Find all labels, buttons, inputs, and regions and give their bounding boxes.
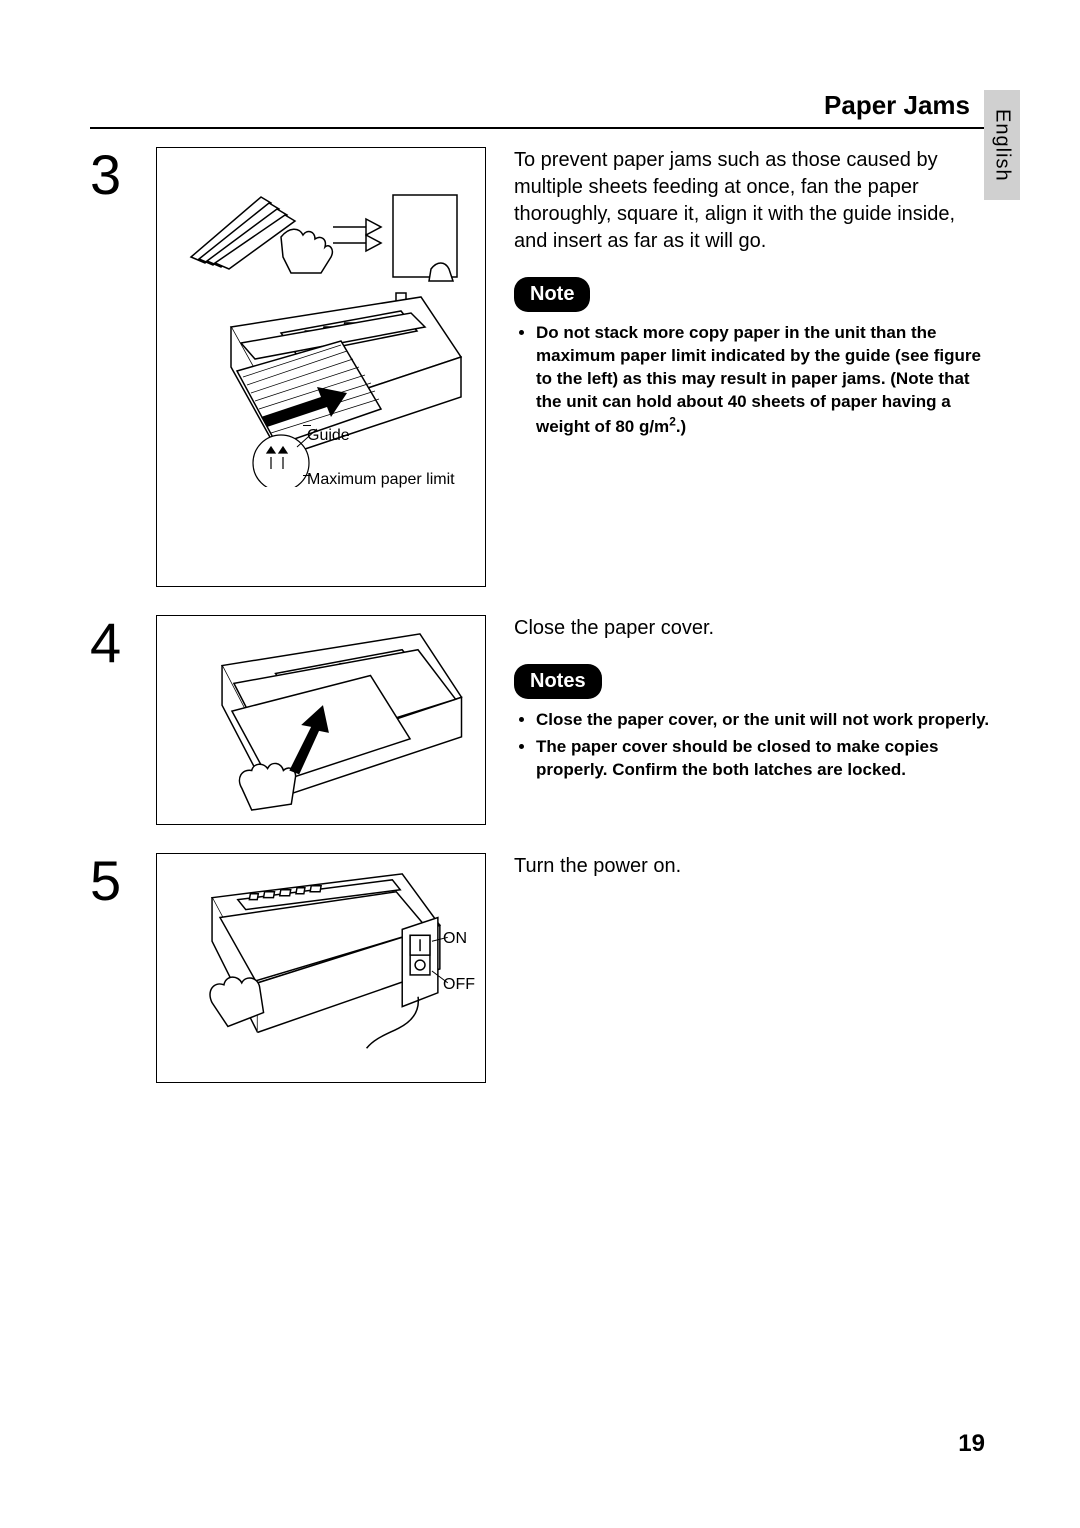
page-title: Paper Jams bbox=[90, 90, 970, 121]
step-number: 4 bbox=[90, 615, 146, 671]
note-pill: Note bbox=[514, 277, 590, 312]
step-3-notes: Do not stack more copy paper in the unit… bbox=[514, 322, 990, 439]
guide-label: Guide bbox=[307, 427, 350, 445]
note-item: Close the paper cover, or the unit will … bbox=[536, 709, 990, 732]
step-number: 3 bbox=[90, 147, 146, 203]
language-tab: English bbox=[984, 90, 1020, 200]
step-4: 4 bbox=[90, 615, 990, 825]
max-paper-limit-label: Maximum paper limit bbox=[307, 471, 455, 489]
page-number: 19 bbox=[958, 1430, 985, 1458]
step-3-figure: Guide Maximum paper limit bbox=[156, 147, 486, 587]
insert-paper-illustration bbox=[171, 287, 471, 487]
step-3-text: To prevent paper jams such as those caus… bbox=[514, 147, 990, 255]
language-tab-label: English bbox=[991, 109, 1014, 182]
step-4-body: Close the paper cover. Notes Close the p… bbox=[514, 615, 990, 786]
step-4-figure bbox=[156, 615, 486, 825]
step-3: 3 bbox=[90, 147, 990, 587]
step-4-notes: Close the paper cover, or the unit will … bbox=[514, 709, 990, 782]
step-5-figure: ON OFF bbox=[156, 853, 486, 1083]
step-3-body: To prevent paper jams such as those caus… bbox=[514, 147, 990, 443]
manual-page: English Paper Jams 3 bbox=[0, 0, 1080, 1528]
power-on-illustration bbox=[171, 864, 471, 1072]
step-5-text: Turn the power on. bbox=[514, 853, 990, 880]
step-number: 5 bbox=[90, 853, 146, 909]
note-item: Do not stack more copy paper in the unit… bbox=[536, 322, 990, 439]
step-5-body: Turn the power on. bbox=[514, 853, 990, 898]
close-cover-illustration bbox=[171, 626, 471, 814]
step-4-text: Close the paper cover. bbox=[514, 615, 990, 642]
step-5: 5 bbox=[90, 853, 990, 1083]
header-rule bbox=[90, 127, 990, 129]
note-item: The paper cover should be closed to make… bbox=[536, 736, 990, 782]
on-label: ON bbox=[443, 930, 467, 948]
off-label: OFF bbox=[443, 976, 475, 994]
notes-pill: Notes bbox=[514, 664, 602, 699]
fan-paper-illustration bbox=[171, 177, 471, 287]
